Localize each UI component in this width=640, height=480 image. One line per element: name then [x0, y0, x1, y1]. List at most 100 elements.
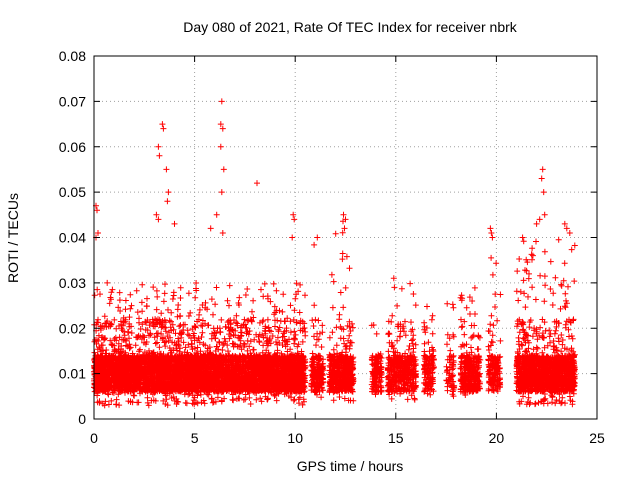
data-point — [153, 287, 160, 294]
data-point — [158, 310, 165, 317]
data-point — [258, 398, 265, 405]
data-point — [180, 339, 187, 346]
data-point — [244, 337, 251, 344]
data-point — [302, 292, 308, 299]
data-point — [240, 396, 247, 403]
data-point — [152, 340, 159, 347]
data-point — [241, 316, 248, 323]
data-points — [91, 98, 578, 409]
data-point — [219, 347, 226, 353]
data-point — [293, 291, 300, 298]
data-point — [139, 308, 146, 315]
data-point — [270, 280, 277, 287]
grid-lines — [94, 56, 597, 419]
data-point — [218, 316, 225, 323]
data-point — [177, 284, 184, 291]
data-point — [256, 338, 263, 345]
data-point — [160, 397, 167, 404]
data-point — [284, 315, 291, 322]
data-point — [168, 309, 175, 316]
data-point — [128, 330, 135, 336]
data-point — [247, 401, 254, 407]
data-point — [116, 297, 123, 304]
data-point — [134, 309, 141, 316]
data-point — [212, 301, 219, 308]
data-point — [224, 297, 231, 304]
data-point — [209, 399, 216, 406]
data-point — [198, 334, 205, 340]
data-point — [205, 322, 212, 329]
data-point — [185, 313, 192, 319]
data-point — [292, 331, 299, 338]
data-point — [122, 297, 129, 304]
data-point — [144, 394, 151, 401]
chart-title: Day 080 of 2021, Rate Of TEC Index for r… — [183, 19, 518, 35]
data-point — [250, 346, 257, 353]
data-point — [210, 311, 216, 318]
data-point — [273, 397, 280, 404]
data-point — [139, 281, 146, 288]
data-point — [127, 291, 134, 298]
data-point — [229, 396, 236, 403]
data-point — [280, 291, 287, 298]
data-point — [213, 284, 220, 291]
data-point — [242, 292, 249, 298]
data-point — [184, 331, 191, 338]
data-point — [291, 336, 298, 343]
data-point — [188, 341, 195, 348]
data-point — [150, 284, 157, 291]
data-point — [182, 344, 189, 351]
data-point — [160, 298, 167, 305]
data-point — [226, 302, 232, 309]
data-point — [287, 302, 294, 309]
data-point — [246, 394, 253, 401]
data-point — [296, 309, 303, 316]
data-point — [113, 325, 120, 332]
data-point — [175, 302, 182, 308]
data-point — [258, 286, 264, 293]
data-point — [290, 397, 297, 404]
data-point — [168, 318, 174, 325]
data-point — [143, 319, 150, 326]
data-point — [104, 279, 111, 286]
data-point — [257, 395, 264, 402]
data-point — [197, 348, 204, 355]
data-point — [138, 299, 145, 306]
data-point — [261, 280, 268, 287]
data-point — [250, 297, 257, 304]
data-point — [279, 308, 286, 315]
data-point — [299, 401, 306, 408]
data-point — [153, 306, 160, 313]
data-point — [291, 307, 298, 314]
data-point — [127, 305, 134, 312]
data-point — [106, 300, 113, 307]
data-point — [244, 286, 251, 292]
data-point — [133, 287, 140, 294]
data-point — [122, 336, 128, 343]
data-point — [200, 341, 207, 348]
data-point — [161, 290, 168, 297]
data-point — [116, 289, 123, 296]
data-point — [291, 328, 298, 335]
data-point — [291, 340, 298, 347]
data-point — [242, 396, 249, 403]
data-point — [137, 326, 144, 332]
data-point — [264, 316, 271, 323]
data-point — [91, 292, 98, 299]
data-point — [143, 303, 150, 310]
data-point — [125, 329, 132, 336]
data-point — [198, 322, 205, 329]
data-point — [273, 287, 280, 294]
data-point — [132, 342, 139, 349]
data-point — [154, 293, 161, 300]
data-point — [94, 286, 101, 293]
data-point — [187, 309, 194, 316]
data-point — [111, 316, 118, 323]
data-point — [165, 306, 171, 313]
data-point — [185, 290, 192, 297]
data-point — [199, 329, 206, 336]
data-point — [253, 396, 260, 403]
data-point — [236, 294, 243, 301]
data-point — [176, 323, 183, 330]
